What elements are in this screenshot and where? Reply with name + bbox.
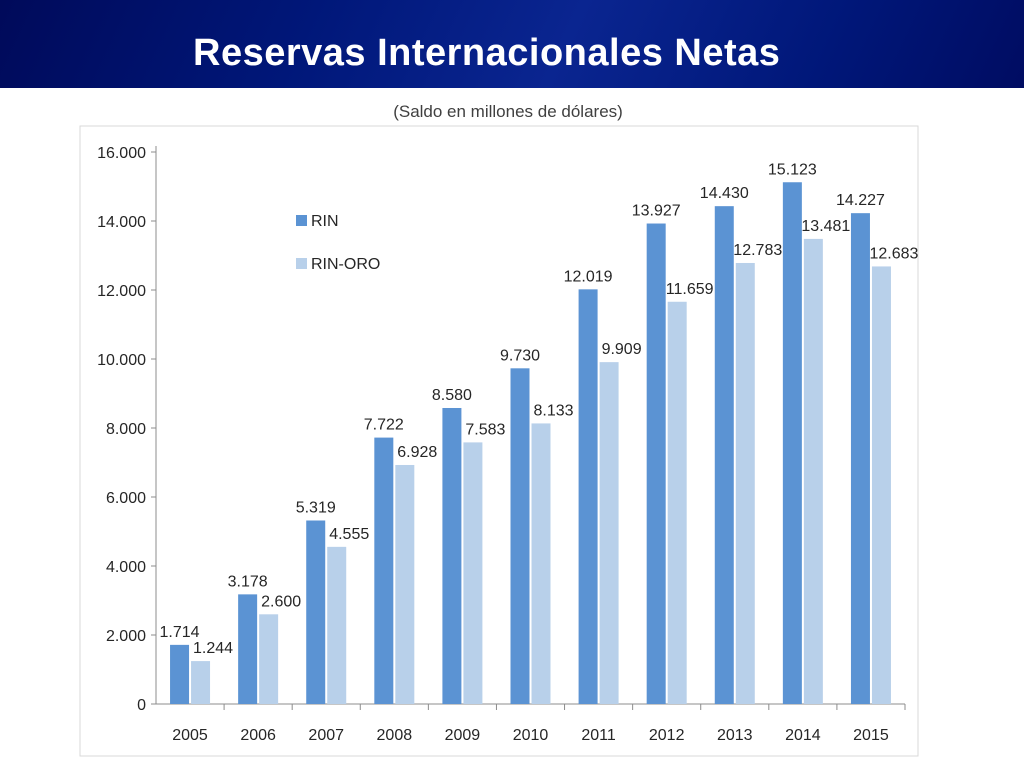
bar-rin-oro (735, 262, 755, 704)
data-label-rin: 9.730 (500, 347, 540, 364)
x-tick-label: 2011 (581, 727, 616, 744)
data-label-rin-oro: 7.583 (465, 421, 505, 438)
data-label-rin-oro: 8.133 (533, 402, 573, 419)
legend-label: RIN-ORO (311, 256, 380, 273)
chart-frame (79, 125, 919, 757)
bar-rin (850, 213, 870, 704)
bar-rin (170, 644, 190, 704)
bar-rin (578, 289, 598, 704)
legend-label: RIN (311, 213, 339, 230)
y-tick-label: 14.000 (97, 214, 146, 231)
y-tick-label: 16.000 (97, 145, 146, 162)
bar-rin-oro (327, 546, 347, 704)
legend-swatch (296, 258, 307, 269)
y-tick-label: 12.000 (97, 283, 146, 300)
x-tick-label: 2015 (853, 727, 889, 744)
y-tick-label: 2.000 (106, 628, 146, 645)
bar-rin-oro (667, 301, 687, 704)
bar-rin (442, 407, 462, 704)
bar-rin-oro (395, 464, 415, 704)
x-tick-label: 2005 (172, 727, 208, 744)
y-tick-label: 10.000 (97, 352, 146, 369)
data-label-rin: 8.580 (432, 387, 472, 404)
x-tick-label: 2012 (649, 727, 685, 744)
bar-rin-oro (599, 362, 619, 704)
bar-rin (238, 594, 258, 704)
data-label-rin: 15.123 (768, 161, 817, 178)
x-tick-label: 2008 (377, 727, 413, 744)
data-label-rin-oro: 2.600 (261, 593, 301, 610)
data-label-rin-oro: 1.244 (193, 640, 233, 657)
data-label-rin-oro: 11.659 (666, 281, 714, 298)
data-label-rin: 1.714 (160, 624, 200, 641)
x-tick-label: 2013 (717, 727, 753, 744)
bar-rin-oro (463, 442, 483, 704)
bar-chart: (Saldo en millones de dólares) 0 2.000 4.00… (79, 102, 919, 757)
title-banner: Reservas Internacionales Netas (0, 0, 1024, 88)
bar-rin-oro (531, 423, 551, 704)
data-label-rin-oro: 13.481 (801, 218, 850, 235)
y-tick-label: 4.000 (106, 559, 146, 576)
bar-rin (714, 206, 734, 704)
bar-rin-oro (871, 266, 891, 704)
bar-rin (374, 437, 394, 704)
y-tick-label: 8.000 (106, 421, 146, 438)
bar-rin-oro (803, 238, 823, 704)
data-label-rin: 14.430 (700, 185, 749, 202)
x-tick-label: 2009 (445, 727, 481, 744)
data-label-rin-oro: 4.555 (329, 526, 369, 543)
chart-subtitle: (Saldo en millones de dólares) (393, 102, 623, 121)
legend-swatch (296, 215, 307, 226)
data-label-rin: 14.227 (836, 192, 885, 209)
bar-rin-oro (191, 661, 211, 704)
bar-rin (782, 182, 802, 705)
bar-rin-oro (259, 614, 279, 704)
data-label-rin-oro: 9.909 (602, 341, 642, 358)
data-label-rin: 12.019 (564, 268, 613, 285)
data-label-rin: 13.927 (632, 203, 681, 220)
data-label-rin-oro: 6.928 (397, 444, 437, 461)
slide-title: Reservas Internacionales Netas (193, 32, 781, 74)
data-label-rin: 5.319 (296, 499, 336, 516)
data-label-rin-oro: 12.783 (733, 242, 782, 259)
x-tick-label: 2007 (308, 727, 344, 744)
data-label-rin: 3.178 (228, 573, 268, 590)
x-tick-label: 2010 (513, 727, 549, 744)
bar-rin (646, 223, 666, 704)
y-tick-label: 0 (137, 697, 146, 714)
x-tick-label: 2014 (785, 727, 821, 744)
bar-rin (510, 368, 530, 704)
data-label-rin: 7.722 (364, 417, 404, 434)
x-tick-label: 2006 (240, 727, 276, 744)
bar-rin (306, 520, 326, 704)
y-tick-label: 6.000 (106, 490, 146, 507)
data-label-rin-oro: 12.683 (869, 245, 918, 262)
